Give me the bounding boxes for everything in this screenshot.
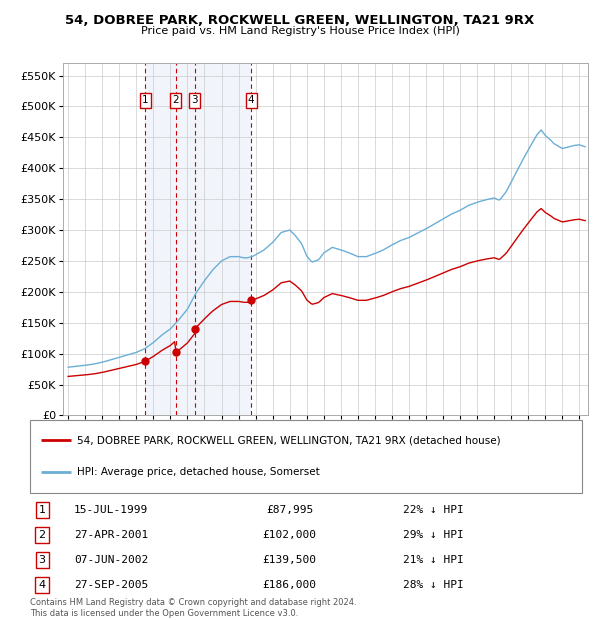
Text: HPI: Average price, detached house, Somerset: HPI: Average price, detached house, Some… (77, 467, 320, 477)
Text: 3: 3 (38, 555, 46, 565)
Text: Price paid vs. HM Land Registry's House Price Index (HPI): Price paid vs. HM Land Registry's House … (140, 26, 460, 36)
Text: 27-APR-2001: 27-APR-2001 (74, 530, 148, 540)
Text: £186,000: £186,000 (262, 580, 316, 590)
Text: 54, DOBREE PARK, ROCKWELL GREEN, WELLINGTON, TA21 9RX: 54, DOBREE PARK, ROCKWELL GREEN, WELLING… (65, 14, 535, 27)
Text: 2: 2 (173, 95, 179, 105)
Text: 4: 4 (248, 95, 254, 105)
Text: 27-SEP-2005: 27-SEP-2005 (74, 580, 148, 590)
Text: 29% ↓ HPI: 29% ↓ HPI (403, 530, 463, 540)
Text: £102,000: £102,000 (262, 530, 316, 540)
Text: 1: 1 (142, 95, 149, 105)
Text: 1: 1 (38, 505, 46, 515)
Text: 22% ↓ HPI: 22% ↓ HPI (403, 505, 463, 515)
FancyBboxPatch shape (30, 420, 582, 493)
Text: £139,500: £139,500 (262, 555, 316, 565)
Text: 28% ↓ HPI: 28% ↓ HPI (403, 580, 463, 590)
Text: 15-JUL-1999: 15-JUL-1999 (74, 505, 148, 515)
Text: 4: 4 (38, 580, 46, 590)
Bar (176, 63, 251, 415)
Text: 2: 2 (38, 530, 46, 540)
Text: This data is licensed under the Open Government Licence v3.0.: This data is licensed under the Open Gov… (30, 609, 298, 618)
Bar (145, 63, 176, 415)
Text: 3: 3 (191, 95, 198, 105)
Text: £87,995: £87,995 (266, 505, 313, 515)
Text: 21% ↓ HPI: 21% ↓ HPI (403, 555, 463, 565)
Text: 54, DOBREE PARK, ROCKWELL GREEN, WELLINGTON, TA21 9RX (detached house): 54, DOBREE PARK, ROCKWELL GREEN, WELLING… (77, 435, 500, 445)
Text: 07-JUN-2002: 07-JUN-2002 (74, 555, 148, 565)
Text: Contains HM Land Registry data © Crown copyright and database right 2024.: Contains HM Land Registry data © Crown c… (30, 598, 356, 608)
